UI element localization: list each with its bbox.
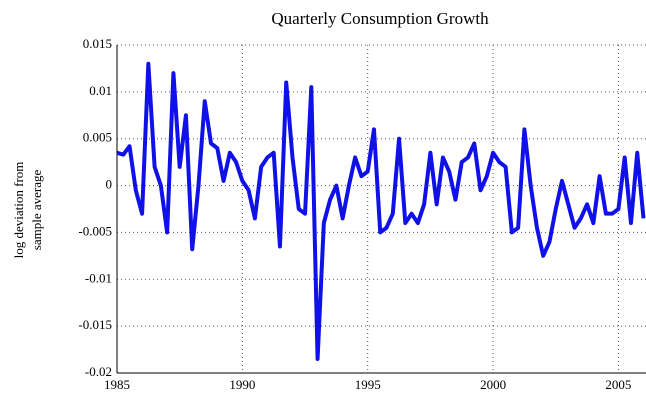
y-axis-label-line: sample average: [29, 170, 44, 251]
y-tick-label: -0.005: [78, 223, 112, 238]
x-tick-label: 2005: [605, 377, 631, 392]
y-tick-label: 0.01: [89, 83, 112, 98]
series-line: [116, 61, 646, 361]
x-tick-label: 1995: [355, 377, 381, 392]
x-tick-label: 2000: [480, 377, 506, 392]
y-axis-label: log deviation from sample average: [11, 162, 44, 259]
x-tick-label: 1985: [104, 377, 130, 392]
y-axis-label-line: log deviation from: [11, 162, 26, 259]
y-tick-label: 0: [106, 177, 113, 192]
y-tick-label: 0.005: [83, 130, 112, 145]
chart-title: Quarterly Consumption Growth: [271, 9, 489, 28]
x-tick-label: 1990: [229, 377, 255, 392]
y-tick-label: -0.015: [78, 317, 112, 332]
y-tick-label: 0.015: [83, 36, 112, 51]
y-tick-label: -0.02: [85, 364, 112, 379]
y-tick-label: -0.01: [85, 270, 112, 285]
